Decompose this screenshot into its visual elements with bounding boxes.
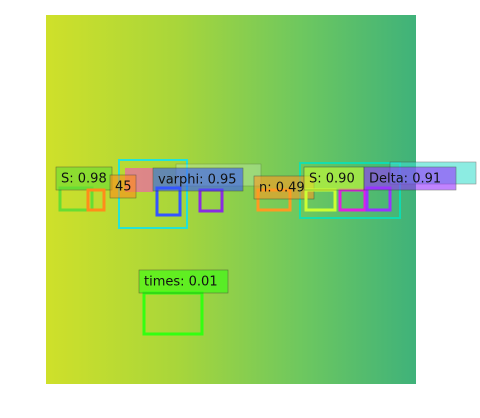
detection-label: 45	[115, 180, 132, 195]
detection-label: n: 0.49	[259, 181, 305, 196]
label-background	[363, 166, 457, 191]
detection-label: times: 0.01	[144, 275, 218, 290]
detection-label: S: 0.90	[309, 172, 355, 187]
label-background	[152, 167, 244, 192]
detection-box	[86, 188, 106, 212]
detection-label: Delta: 0.91	[369, 172, 441, 187]
detection-label: varphi: 0.95	[158, 173, 237, 188]
label-background	[138, 269, 229, 294]
detection-label: S: 0.98	[61, 172, 107, 187]
label-background	[109, 174, 137, 199]
image	[46, 15, 416, 384]
